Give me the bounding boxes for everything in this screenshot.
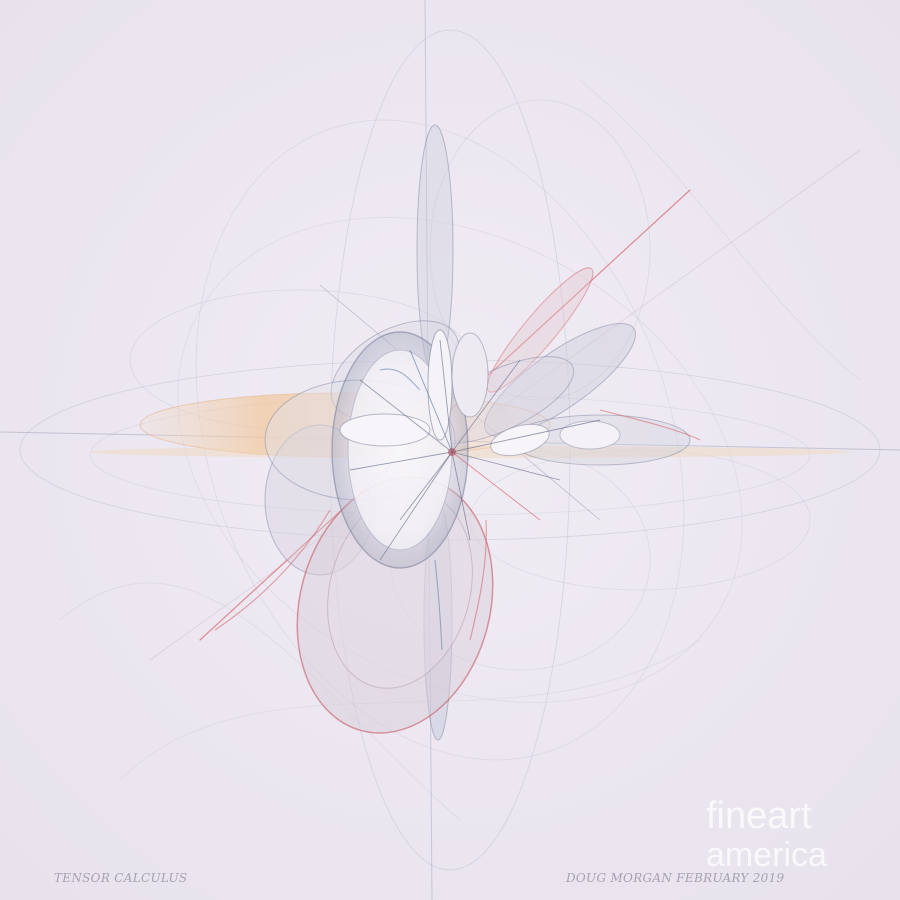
blue-accents bbox=[379, 368, 443, 651]
center-burst bbox=[349, 339, 601, 561]
center-oval bbox=[331, 329, 621, 569]
red-accents bbox=[214, 409, 701, 641]
watermark-line1: fineart bbox=[706, 795, 812, 837]
fineartamerica-watermark: fineart america bbox=[706, 795, 827, 872]
artist-credit: DOUG MORGAN FEBRUARY 2019 bbox=[566, 871, 785, 885]
center-node bbox=[448, 448, 456, 456]
watermark-line2: america bbox=[706, 836, 827, 872]
outer-orbits bbox=[19, 29, 881, 871]
artwork-title: TENSOR CALCULUS bbox=[54, 871, 188, 885]
